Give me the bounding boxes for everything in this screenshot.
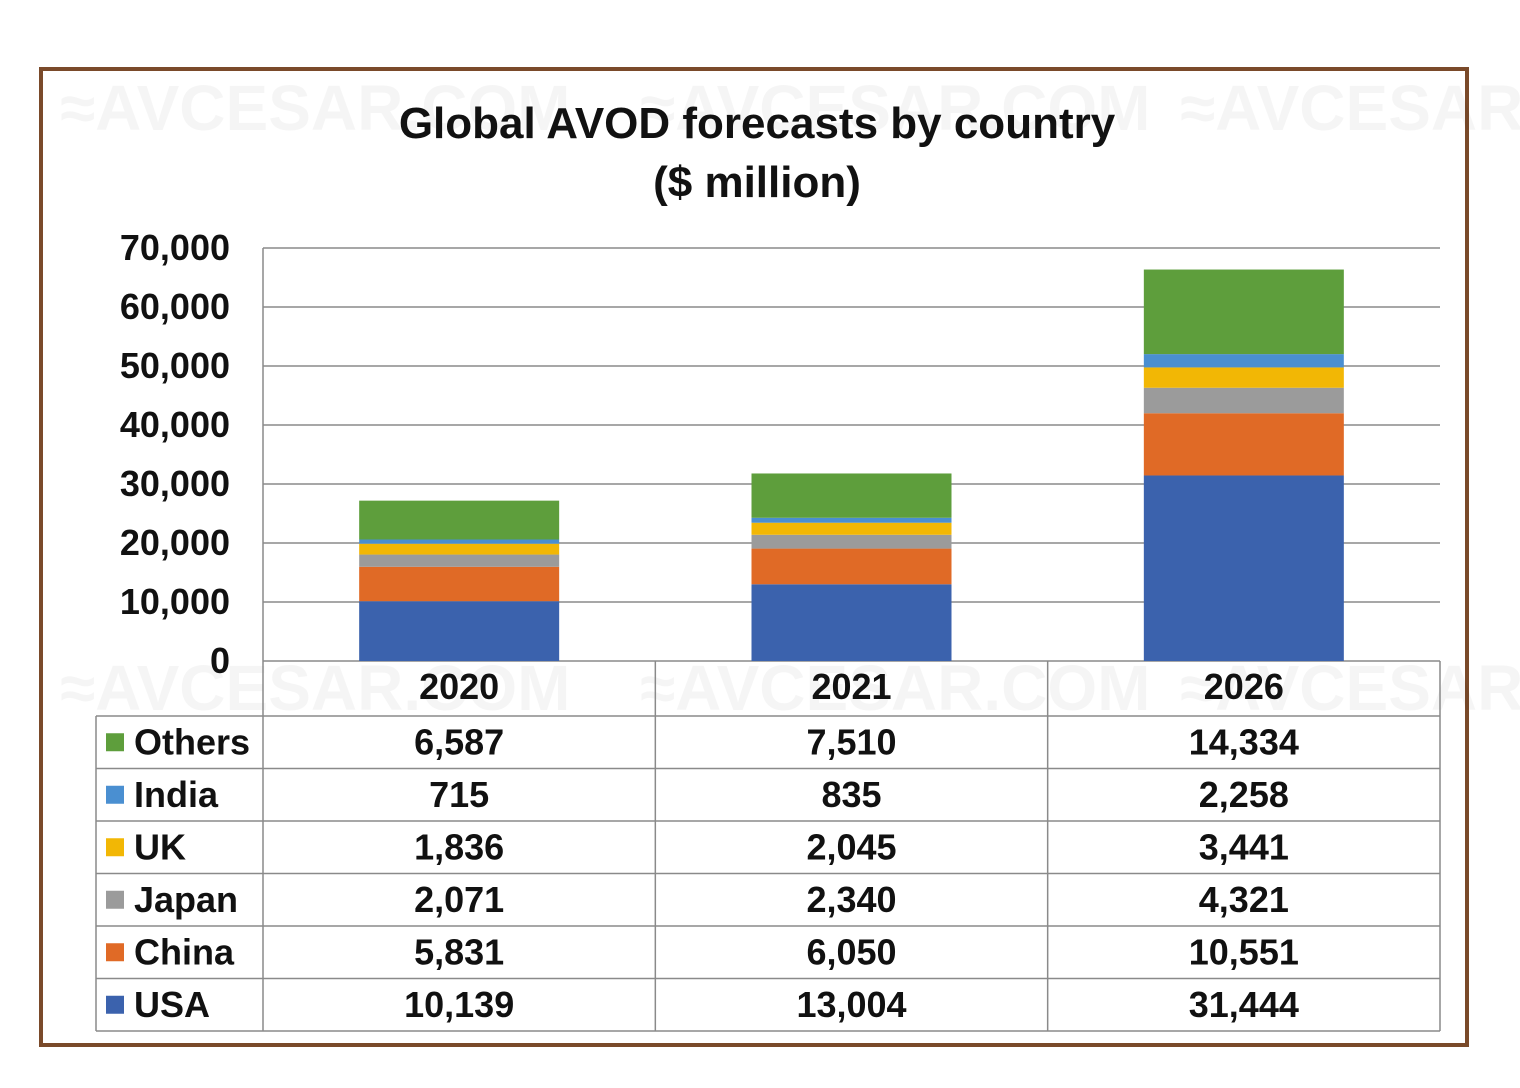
chart-subtitle: ($ million) [653, 158, 861, 207]
bar-segment-usa-2026 [1143, 475, 1344, 661]
y-tick-label: 10,000 [120, 581, 230, 622]
data-label: 5,831 [414, 931, 504, 972]
data-label: 835 [821, 774, 881, 815]
legend-label: Others [134, 721, 250, 762]
y-tick-label: 70,000 [120, 227, 230, 268]
legend-swatch [106, 733, 124, 752]
watermark-text: ≈AVCESAR [1180, 72, 1520, 144]
bar-segment-usa-2021 [751, 584, 952, 661]
bar-segment-others-2021 [751, 473, 952, 518]
bar-segment-japan-2021 [751, 534, 952, 549]
data-label: 6,050 [806, 931, 896, 972]
bar-segment-india-2021 [751, 517, 952, 523]
bars [359, 269, 1344, 661]
y-tick-label: 20,000 [120, 522, 230, 563]
bar-segment-uk-2026 [1143, 367, 1344, 388]
data-label: 3,441 [1199, 826, 1289, 867]
bar-segment-china-2021 [751, 548, 952, 585]
x-tick-label: 2020 [419, 666, 499, 707]
legend-label: UK [134, 826, 186, 867]
data-label: 14,334 [1189, 721, 1299, 762]
bar-segment-usa-2020 [359, 601, 560, 661]
y-tick-label: 40,000 [120, 404, 230, 445]
data-label: 13,004 [796, 984, 906, 1025]
x-tick-label: 2026 [1204, 666, 1284, 707]
data-label: 2,258 [1199, 774, 1289, 815]
y-tick-label: 30,000 [120, 463, 230, 504]
data-label: 1,836 [414, 826, 504, 867]
data-label: 715 [429, 774, 489, 815]
y-tick-label: 50,000 [120, 345, 230, 386]
legend-swatch [106, 890, 124, 909]
data-label: 6,587 [414, 721, 504, 762]
legend-swatch [106, 943, 124, 962]
y-axis: 0 10,000 20,000 30,000 40,000 50,000 60,000 70,… [120, 227, 230, 681]
data-label: 2,045 [806, 826, 896, 867]
data-label: 4,321 [1199, 879, 1289, 920]
data-table: 2020 2021 2026 Others 6,587 7,510 14,334 India 7… [95, 661, 1441, 1032]
legend-label: Japan [134, 879, 238, 920]
legend-swatch [106, 785, 124, 804]
legend-label: India [134, 774, 219, 815]
bar-segment-india-2020 [359, 539, 560, 544]
bar-segment-india-2026 [1143, 354, 1344, 368]
legend-swatch [106, 838, 124, 857]
bar-segment-others-2020 [359, 500, 560, 540]
data-label: 2,071 [414, 879, 504, 920]
legend-label: China [134, 931, 235, 972]
x-tick-label: 2021 [811, 666, 891, 707]
legend-label: USA [134, 984, 210, 1025]
legend-swatch [106, 995, 124, 1014]
bar-segment-uk-2020 [359, 543, 560, 555]
data-label: 7,510 [806, 721, 896, 762]
y-tick-label: 60,000 [120, 286, 230, 327]
data-label: 10,139 [404, 984, 514, 1025]
y-tick-label: 0 [210, 640, 230, 681]
data-label: 10,551 [1189, 931, 1299, 972]
bar-segment-others-2026 [1143, 269, 1344, 355]
data-label: 2,340 [806, 879, 896, 920]
bar-segment-japan-2020 [359, 554, 560, 567]
bar-segment-china-2026 [1143, 413, 1344, 476]
watermark-text: ≈AVCESAR.COM [640, 652, 1150, 724]
bar-segment-japan-2026 [1143, 387, 1344, 414]
bar-segment-uk-2021 [751, 522, 952, 535]
chart-title: Global AVOD forecasts by country [399, 99, 1116, 148]
bar-segment-china-2020 [359, 566, 560, 602]
data-label: 31,444 [1189, 984, 1299, 1025]
